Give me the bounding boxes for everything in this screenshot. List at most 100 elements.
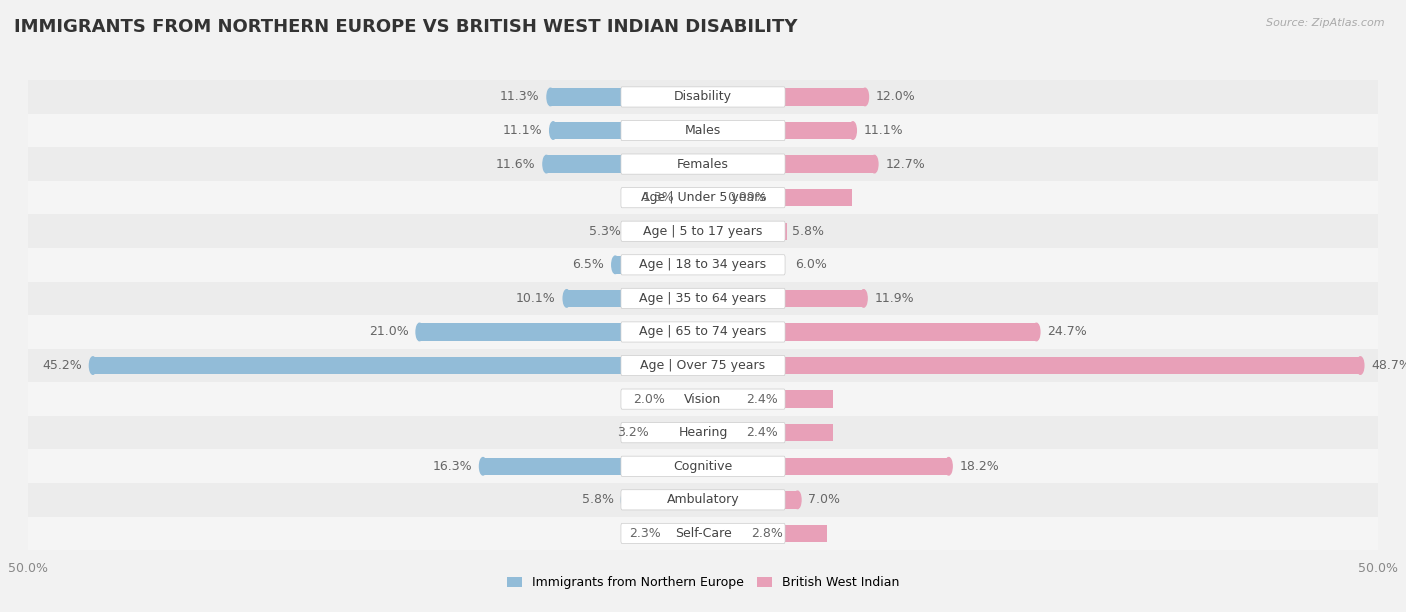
Bar: [28, 382, 1378, 416]
Text: Age | Under 5 years: Age | Under 5 years: [641, 191, 765, 204]
Bar: [28, 80, 1378, 114]
Bar: [28, 282, 1378, 315]
Text: 10.1%: 10.1%: [516, 292, 555, 305]
Bar: [616, 256, 621, 274]
Text: 2.8%: 2.8%: [752, 527, 783, 540]
Text: Vision: Vision: [685, 393, 721, 406]
Circle shape: [794, 491, 801, 509]
Bar: [785, 390, 832, 408]
Circle shape: [713, 189, 720, 206]
FancyBboxPatch shape: [621, 322, 785, 342]
Bar: [785, 189, 852, 206]
Text: Self-Care: Self-Care: [675, 527, 731, 540]
Text: 11.6%: 11.6%: [496, 158, 536, 171]
Text: 2.4%: 2.4%: [747, 393, 778, 406]
Bar: [93, 357, 621, 375]
Text: 5.3%: 5.3%: [589, 225, 620, 237]
Circle shape: [860, 289, 868, 307]
Text: 5.8%: 5.8%: [582, 493, 614, 506]
Text: 11.3%: 11.3%: [501, 91, 540, 103]
Bar: [28, 483, 1378, 517]
Bar: [785, 155, 875, 173]
Circle shape: [90, 357, 97, 375]
Bar: [28, 248, 1378, 282]
Circle shape: [672, 390, 679, 408]
Circle shape: [1357, 357, 1364, 375]
Bar: [785, 357, 1361, 375]
Legend: Immigrants from Northern Europe, British West Indian: Immigrants from Northern Europe, British…: [502, 571, 904, 594]
Text: Age | 5 to 17 years: Age | 5 to 17 years: [644, 225, 762, 237]
Circle shape: [733, 424, 740, 441]
FancyBboxPatch shape: [621, 221, 785, 241]
Text: 2.3%: 2.3%: [630, 527, 661, 540]
Circle shape: [479, 458, 486, 475]
Circle shape: [778, 223, 785, 240]
Text: Females: Females: [678, 158, 728, 171]
FancyBboxPatch shape: [621, 423, 785, 443]
FancyBboxPatch shape: [621, 121, 785, 141]
Circle shape: [682, 189, 689, 206]
Text: 24.7%: 24.7%: [1047, 326, 1087, 338]
Circle shape: [550, 122, 557, 140]
Circle shape: [870, 155, 877, 173]
Circle shape: [612, 256, 619, 274]
Bar: [785, 424, 832, 441]
Circle shape: [621, 491, 628, 509]
Bar: [28, 349, 1378, 382]
Circle shape: [668, 524, 675, 542]
FancyBboxPatch shape: [621, 87, 785, 107]
Bar: [672, 524, 721, 542]
Bar: [28, 449, 1378, 483]
Bar: [547, 155, 621, 173]
Circle shape: [1033, 323, 1040, 341]
Text: 12.0%: 12.0%: [876, 91, 915, 103]
Text: Cognitive: Cognitive: [673, 460, 733, 472]
FancyBboxPatch shape: [621, 255, 785, 275]
Text: Source: ZipAtlas.com: Source: ZipAtlas.com: [1267, 18, 1385, 28]
Text: 16.3%: 16.3%: [433, 460, 472, 472]
Text: Ambulatory: Ambulatory: [666, 493, 740, 506]
Bar: [567, 289, 621, 307]
Text: 6.0%: 6.0%: [794, 258, 827, 271]
Bar: [785, 524, 827, 542]
Bar: [553, 122, 621, 140]
Text: 45.2%: 45.2%: [42, 359, 82, 372]
Text: 2.4%: 2.4%: [747, 426, 778, 439]
Bar: [785, 88, 865, 106]
Circle shape: [564, 289, 571, 307]
Text: Disability: Disability: [673, 91, 733, 103]
Bar: [624, 491, 627, 509]
Bar: [785, 458, 949, 475]
Bar: [785, 491, 797, 509]
Text: 11.9%: 11.9%: [875, 292, 914, 305]
Text: 0.99%: 0.99%: [727, 191, 766, 204]
Circle shape: [416, 323, 423, 341]
Text: Hearing: Hearing: [678, 426, 728, 439]
Bar: [28, 416, 1378, 449]
Text: Age | 18 to 34 years: Age | 18 to 34 years: [640, 258, 766, 271]
Text: 5.8%: 5.8%: [792, 225, 824, 237]
Text: 11.1%: 11.1%: [863, 124, 903, 137]
Bar: [28, 214, 1378, 248]
FancyBboxPatch shape: [621, 187, 785, 207]
Circle shape: [543, 155, 550, 173]
Bar: [785, 223, 787, 240]
FancyBboxPatch shape: [621, 456, 785, 476]
FancyBboxPatch shape: [621, 523, 785, 543]
FancyBboxPatch shape: [621, 154, 785, 174]
Circle shape: [849, 122, 856, 140]
Bar: [659, 424, 697, 441]
FancyBboxPatch shape: [621, 490, 785, 510]
Circle shape: [628, 223, 636, 240]
Text: 18.2%: 18.2%: [959, 460, 1000, 472]
Bar: [484, 458, 621, 475]
Bar: [686, 189, 749, 206]
Bar: [419, 323, 621, 341]
Text: Age | 35 to 64 years: Age | 35 to 64 years: [640, 292, 766, 305]
Text: 6.5%: 6.5%: [572, 258, 605, 271]
Text: Age | Over 75 years: Age | Over 75 years: [641, 359, 765, 372]
Bar: [676, 390, 730, 408]
Circle shape: [945, 458, 952, 475]
Text: 48.7%: 48.7%: [1371, 359, 1406, 372]
Circle shape: [733, 390, 740, 408]
